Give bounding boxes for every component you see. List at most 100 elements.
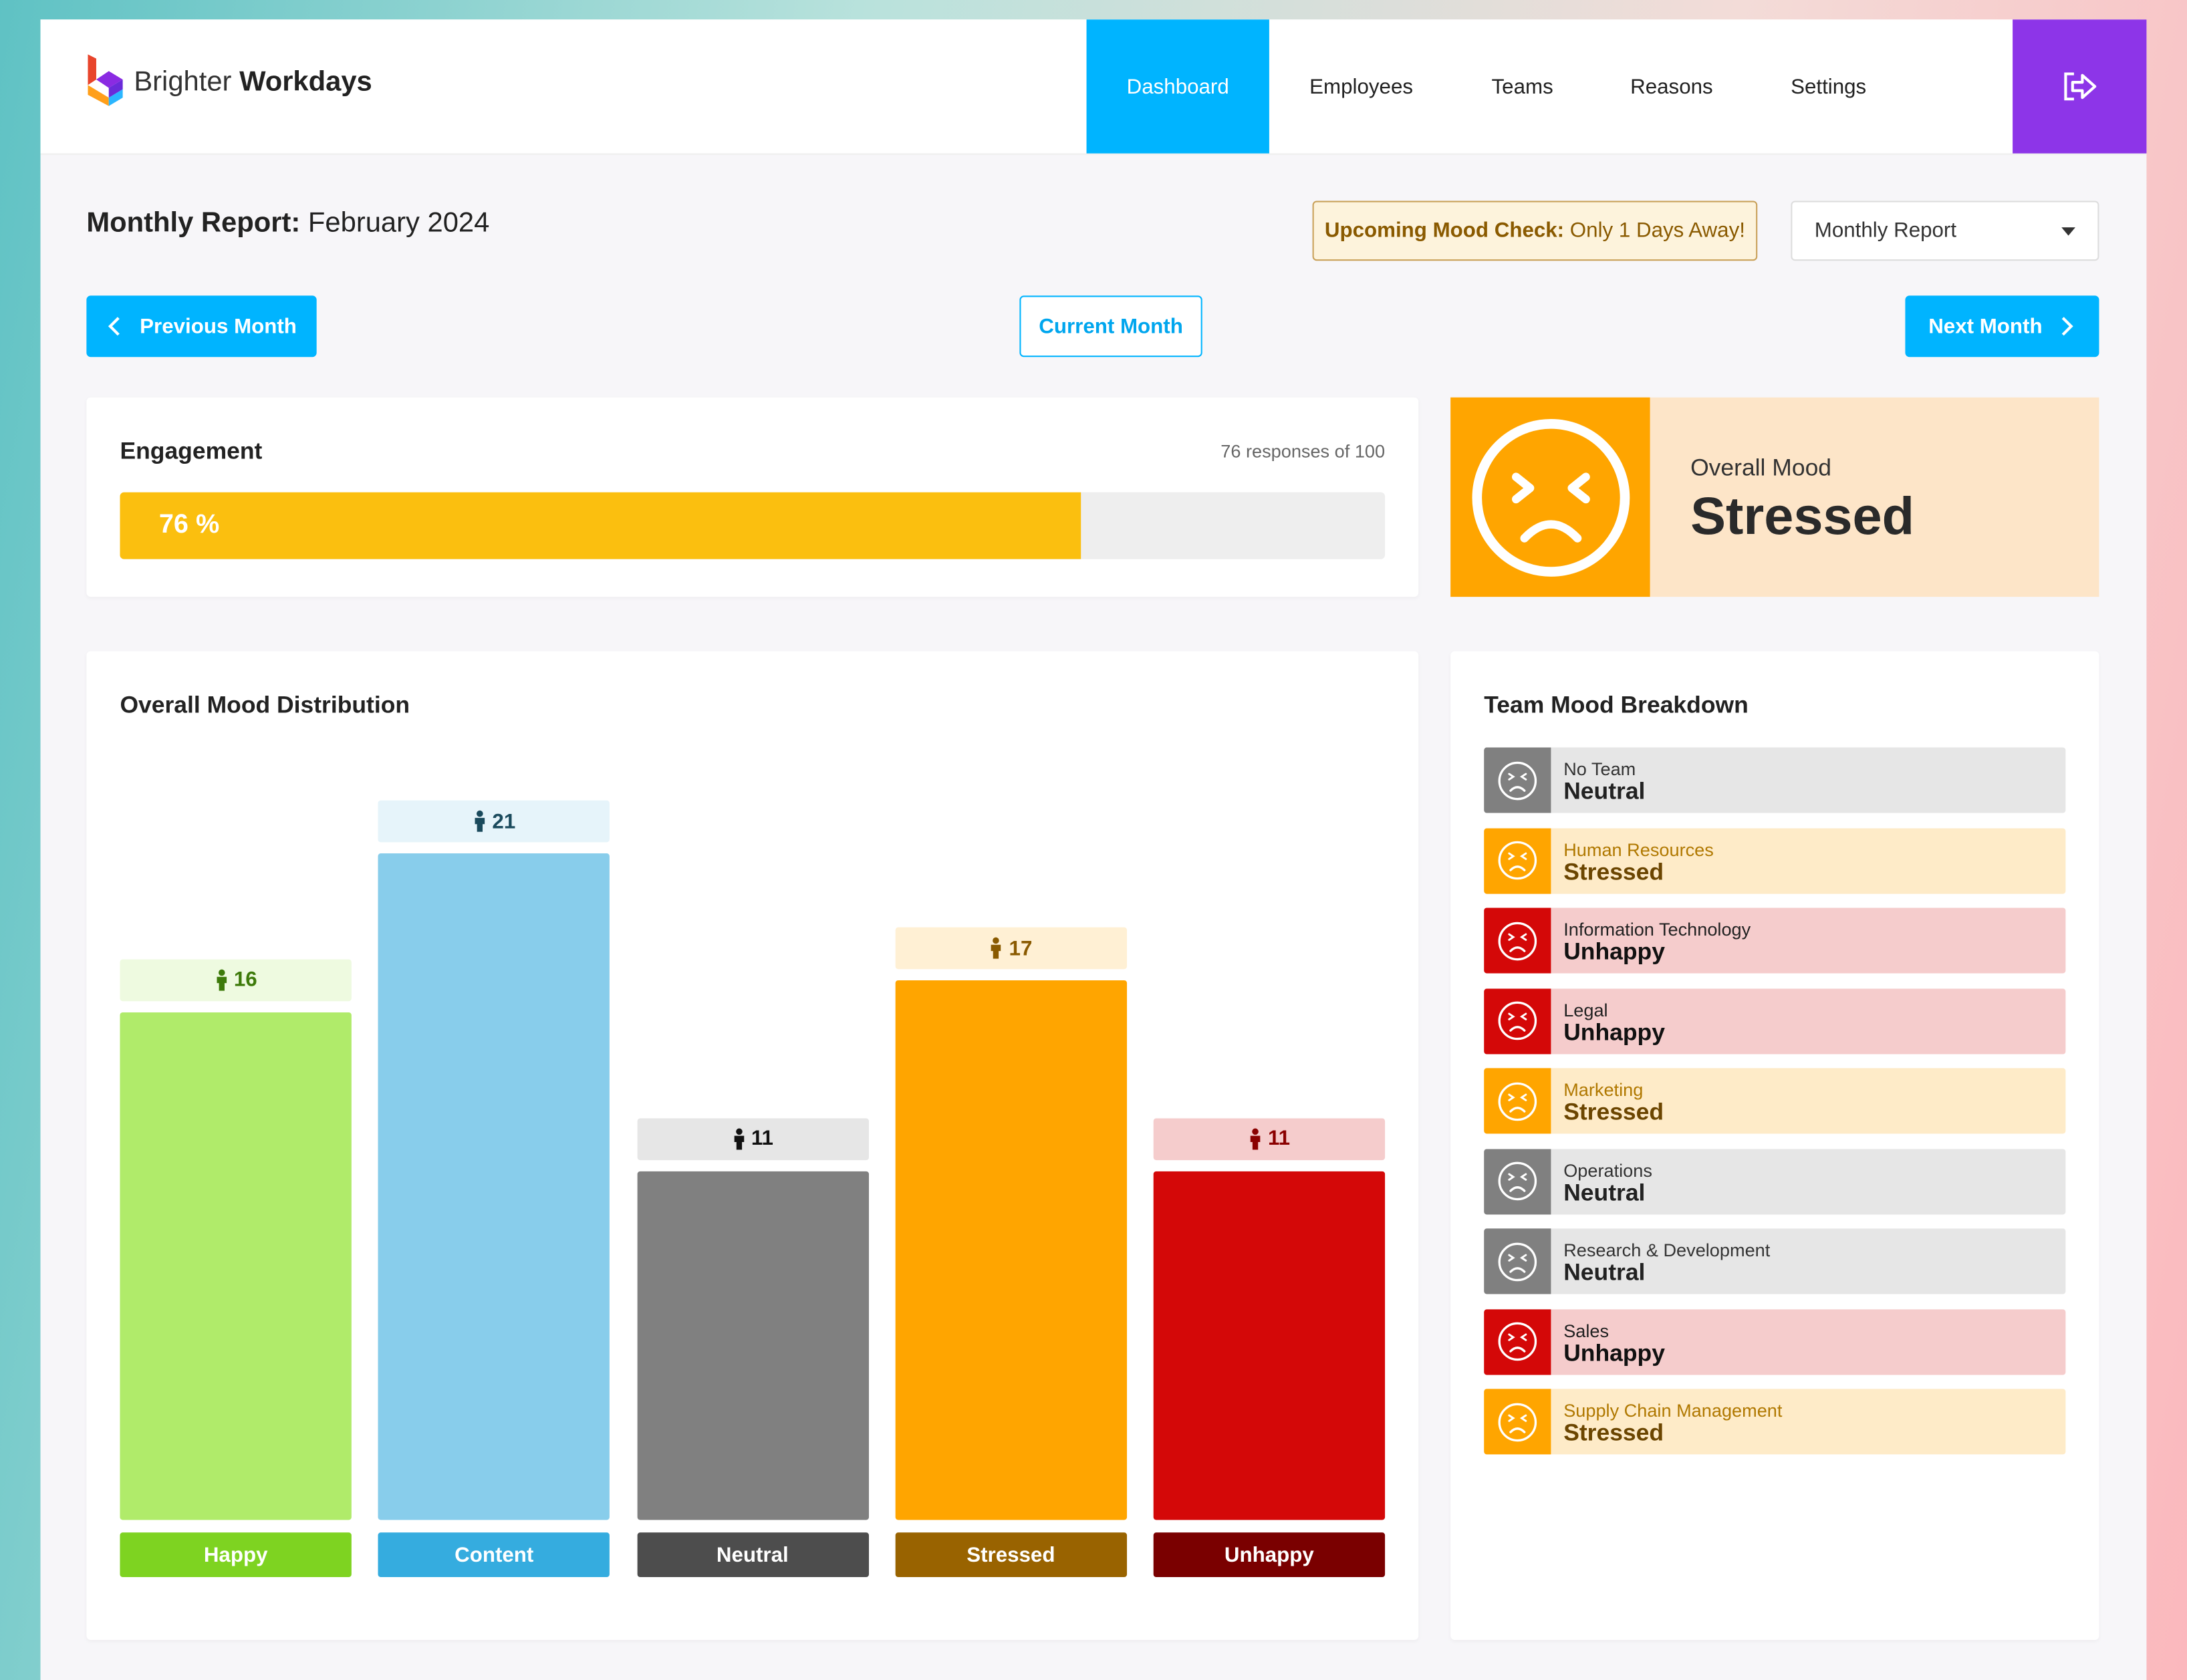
team-icon [1484,1228,1551,1294]
current-button[interactable]: Current Month [1019,295,1202,358]
team-row [1484,827,2066,893]
team-mood: Stressed [1563,1099,1664,1125]
team-icon [1484,907,1551,974]
value-label: 21 [492,809,516,833]
team-name: Research & Development [1563,1240,1771,1261]
team-icon [1484,1068,1551,1134]
bar [636,1171,868,1520]
team-mood: Neutral [1563,1179,1646,1206]
mood-icon [1471,418,1630,576]
team-name: Supply Chain Management [1563,1400,1783,1421]
team-icon [1484,1148,1551,1214]
value-badge: 11 [1153,1117,1386,1160]
team-icon [1484,747,1551,813]
nav-item[interactable]: Teams [1491,74,1553,99]
previous-button[interactable]: Previous Month [86,295,317,358]
value-badge: 17 [895,927,1127,970]
notice-text: Only 1 Days Away! [1569,219,1745,243]
engagement-responses: 76 responses of 100 [1220,440,1386,462]
team-name: Legal [1563,999,1608,1020]
nav-item[interactable]: Reasons [1630,74,1713,99]
team-mood: Unhappy [1563,1018,1665,1045]
team-icon [1484,827,1551,893]
category-label: Neutral [636,1532,868,1578]
team-row [1484,907,2066,974]
value-label: 11 [751,1127,773,1151]
caret [2061,227,2076,235]
team-row [1484,1308,2066,1375]
sad-face [1498,1161,1537,1201]
sad-face [1498,1001,1537,1040]
category-label: Happy [120,1532,352,1578]
person-icon [475,810,485,832]
sad-face [1498,760,1537,800]
team-icon [1484,988,1551,1054]
team-icon [1484,1308,1551,1375]
brand-light: Brighter [134,67,232,98]
team-mood: Unhappy [1563,938,1665,965]
notice: Upcoming Mood Check: Only 1 Days Away! [1312,200,1758,261]
logout-icon [2064,72,2097,101]
team-name: Operations [1563,1159,1652,1181]
team-title: Team Mood Breakdown [1484,692,1749,718]
mood-icon-box [1450,397,1650,597]
nav-item[interactable]: Settings [1791,74,1867,99]
sad-face [1498,921,1537,960]
team-mood: Unhappy [1563,1339,1665,1366]
logout-button[interactable] [2013,19,2147,154]
report-title: Monthly Report: February 2024 [86,208,489,240]
sad-face [1498,841,1537,880]
button-text: Previous Month [140,314,297,339]
sad-face [1498,1402,1537,1441]
value-badge: 21 [378,800,610,843]
next-button[interactable]: Next Month [1905,295,2099,358]
person-icon [1250,1127,1261,1149]
chevron-right [2062,317,2074,336]
team-name: Sales [1563,1320,1610,1341]
value-badge: 16 [120,959,352,1001]
value-label: 11 [1267,1127,1291,1151]
chevron-left [108,317,120,336]
mood-value: Stressed [1690,488,1915,547]
brand: Brighter Workdays [134,67,372,99]
value-label: 16 [233,968,257,992]
team-row [1484,1389,2066,1455]
report-period: February 2024 [307,207,490,239]
team-row [1484,1068,2066,1134]
bar [895,980,1127,1520]
team-mood: Neutral [1563,1259,1646,1286]
value-label: 17 [1009,936,1033,960]
select-text: Monthly Report [1814,219,1957,243]
engagement-title: Engagement [120,438,263,464]
bar [1153,1171,1386,1520]
team-mood: Stressed [1563,858,1664,885]
sad-face [1498,1242,1537,1281]
team-name: No Team [1563,758,1636,780]
engagement-label: 76 % [158,510,220,540]
nav-item[interactable]: Dashboard [1086,19,1269,154]
bar [378,853,610,1520]
mood-label: Overall Mood [1690,454,1832,481]
notice-label: Upcoming Mood Check: [1324,219,1565,243]
team-name: Marketing [1563,1079,1644,1101]
person-icon [733,1127,744,1149]
brand-bold: Workdays [239,67,372,98]
bar [120,1012,352,1520]
engagement-track: 76 % [120,492,1386,559]
chart-title: Overall Mood Distribution [120,692,410,718]
person-icon [216,969,227,991]
report-select[interactable]: Monthly Report [1791,200,2099,261]
sad-face [1498,1081,1537,1121]
category-label: Stressed [895,1532,1127,1578]
sad-face [1498,1322,1537,1361]
team-mood: Neutral [1563,778,1646,805]
team-name: Human Resources [1563,839,1714,860]
team-card [1450,651,2099,1640]
nav-item[interactable]: Employees [1309,74,1414,99]
category-label: Unhappy [1153,1532,1386,1578]
team-row [1484,1148,2066,1214]
value-badge: 11 [636,1117,868,1160]
person-icon [991,937,1002,959]
engagement-fill: 76 % [120,492,1081,559]
team-row [1484,988,2066,1054]
